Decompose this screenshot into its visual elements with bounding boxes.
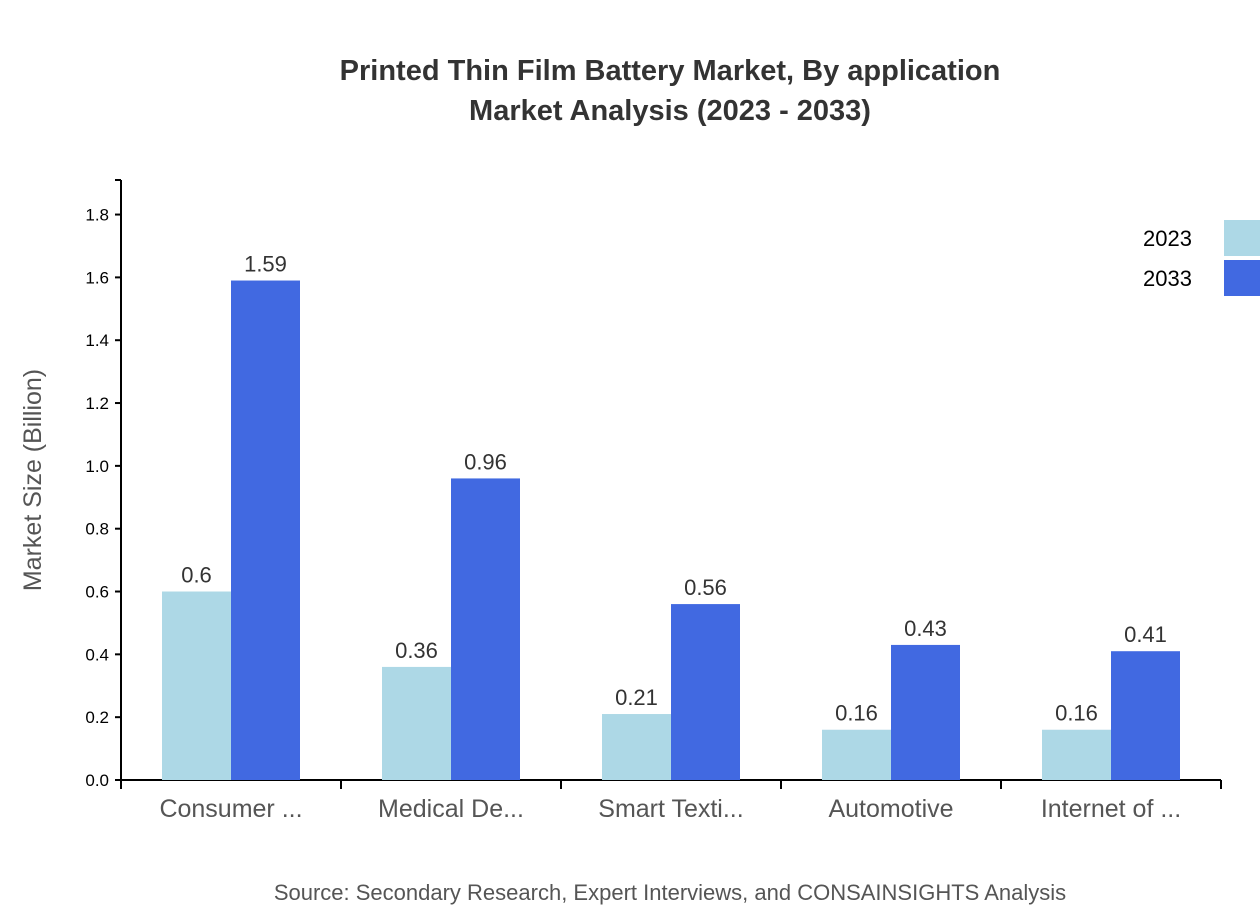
y-tick-label: 0.0 [85, 771, 109, 790]
data-label: 0.43 [904, 616, 947, 641]
legend-swatch-2033 [1224, 260, 1260, 296]
chart-subtitle: Market Analysis (2023 - 2033) [469, 95, 871, 127]
bar-2023 [382, 666, 451, 780]
legend-label: 2023 [1143, 226, 1192, 251]
y-tick-label: 1.4 [85, 331, 109, 350]
bar-2033 [1111, 651, 1180, 780]
bar-2023 [602, 714, 671, 780]
legend-label: 2033 [1143, 266, 1192, 291]
x-tick-label: Automotive [828, 795, 953, 823]
data-label: 0.16 [835, 701, 878, 726]
data-label: 1.59 [244, 252, 287, 277]
y-tick-label: 0.8 [85, 520, 109, 539]
x-tick-label: Internet of ... [1041, 795, 1181, 823]
source-note: Source: Secondary Research, Expert Inter… [274, 880, 1066, 905]
data-label: 0.6 [181, 563, 212, 588]
bar-2033 [451, 478, 520, 780]
data-label: 0.96 [464, 449, 507, 474]
data-label: 0.21 [615, 685, 658, 710]
bar-2023 [162, 591, 231, 780]
bar-2033 [231, 280, 300, 780]
legend-swatch-2023 [1224, 220, 1260, 256]
x-tick-label: Medical De... [378, 795, 524, 823]
x-tick-label: Consumer ... [159, 795, 302, 823]
y-tick-label: 1.6 [85, 268, 109, 287]
y-tick-label: 0.4 [85, 645, 109, 664]
data-label: 0.16 [1055, 701, 1098, 726]
bar-2033 [891, 644, 960, 780]
y-tick-label: 1.8 [85, 206, 109, 225]
data-label: 0.56 [684, 575, 727, 600]
bar-2023 [1042, 729, 1111, 780]
y-tick-label: 1.2 [85, 394, 109, 413]
y-tick-label: 1.0 [85, 457, 109, 476]
data-label: 0.41 [1124, 622, 1167, 647]
y-tick-label: 0.2 [85, 708, 109, 727]
x-tick-label: Smart Texti... [598, 795, 743, 823]
chart-title: Printed Thin Film Battery Market, By app… [340, 55, 1001, 87]
bar-2023 [822, 729, 891, 780]
bar-2033 [671, 604, 740, 780]
y-axis-label: Market Size (Billion) [19, 369, 47, 591]
data-label: 0.36 [395, 638, 438, 663]
y-tick-label: 0.6 [85, 583, 109, 602]
